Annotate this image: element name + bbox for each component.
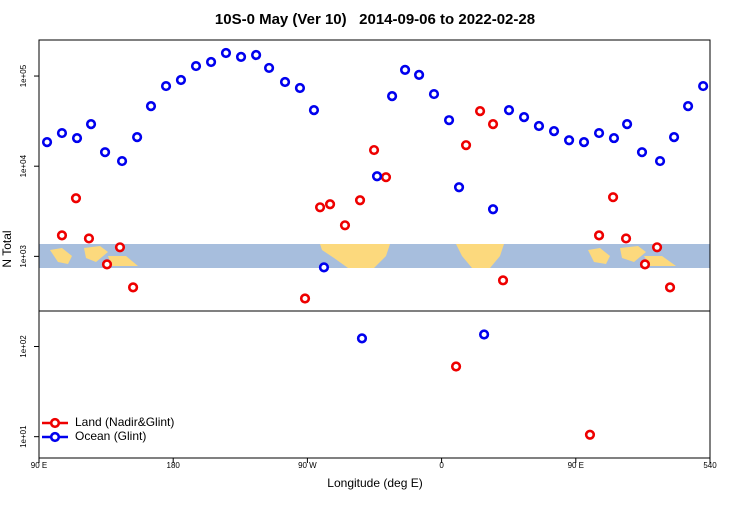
- point: [71, 132, 83, 144]
- point: [503, 104, 515, 116]
- x-tick-label: 90 E: [31, 461, 47, 470]
- point: [160, 80, 172, 92]
- point: [698, 80, 709, 92]
- x-tick-label: 90 W: [298, 461, 317, 470]
- point: [114, 242, 126, 253]
- point: [474, 106, 486, 117]
- point: [220, 47, 232, 59]
- point: [428, 88, 440, 100]
- point: [654, 155, 666, 167]
- point: [251, 49, 262, 61]
- point: [279, 76, 291, 88]
- point: [621, 119, 633, 130]
- point: [386, 91, 398, 102]
- x-tick-label: 0: [439, 461, 444, 470]
- point: [339, 220, 351, 231]
- point: [399, 64, 411, 75]
- point: [368, 144, 380, 156]
- point: [145, 101, 157, 112]
- point: [127, 282, 139, 293]
- point: [299, 293, 311, 304]
- point: [99, 147, 111, 158]
- point: [453, 182, 465, 193]
- point: [56, 127, 68, 139]
- point: [651, 242, 663, 253]
- point: [578, 137, 590, 148]
- point: [460, 140, 472, 151]
- point: [533, 120, 545, 132]
- point: [607, 192, 619, 203]
- point: [620, 233, 632, 244]
- plot-frame: [38, 39, 711, 459]
- y-tick-label: 1e+05: [19, 64, 28, 87]
- point: [85, 119, 97, 130]
- point: [443, 115, 455, 126]
- x-tick-label: 90 E: [568, 461, 584, 470]
- y-tick-label: 1e+04: [19, 154, 28, 177]
- point: [41, 137, 53, 148]
- point: [371, 171, 383, 182]
- y-tick-label: 1e+01: [19, 425, 28, 448]
- point: [83, 233, 95, 244]
- point: [668, 132, 680, 143]
- point: [175, 74, 187, 86]
- point: [413, 69, 425, 80]
- point: [584, 429, 596, 440]
- x-axis-label: Longitude (deg E): [327, 476, 422, 490]
- point: [116, 155, 128, 167]
- point: [294, 82, 306, 94]
- point: [235, 51, 247, 63]
- point: [56, 230, 68, 241]
- legend-label: Land (Nadir&Glint): [75, 415, 174, 429]
- x-tick-label: 180: [167, 461, 181, 470]
- point: [354, 195, 366, 206]
- legend-marker: [49, 431, 61, 443]
- point: [190, 60, 202, 72]
- point: [263, 62, 275, 74]
- point: [636, 147, 648, 158]
- y-axis-label: N Total: [0, 230, 14, 267]
- point: [487, 119, 499, 130]
- point: [308, 104, 320, 116]
- point: [682, 101, 694, 112]
- point: [487, 204, 499, 215]
- legend-label: Ocean (Glint): [75, 429, 146, 443]
- map-strip: [39, 244, 710, 268]
- legend-marker: [49, 417, 61, 429]
- point: [664, 282, 676, 293]
- point: [356, 333, 368, 344]
- point: [205, 56, 217, 68]
- point: [318, 262, 330, 273]
- point: [101, 259, 113, 270]
- y-tick-label: 1e+03: [19, 245, 28, 268]
- point: [563, 135, 575, 146]
- x-tick-label: 540: [703, 461, 717, 470]
- y-tick-label: 1e+02: [19, 335, 28, 358]
- point: [314, 202, 326, 213]
- point: [639, 259, 651, 270]
- point: [478, 329, 490, 340]
- point: [380, 172, 392, 183]
- point: [518, 112, 530, 123]
- point: [324, 199, 336, 210]
- point: [132, 132, 143, 143]
- point: [548, 126, 560, 137]
- point: [70, 193, 82, 204]
- point: [593, 230, 605, 241]
- point: [497, 275, 509, 286]
- point: [608, 132, 620, 144]
- chart-title: 10S-0 May (Ver 10) 2014-09-06 to 2022-02…: [215, 11, 535, 28]
- point: [593, 127, 605, 139]
- point: [450, 361, 462, 372]
